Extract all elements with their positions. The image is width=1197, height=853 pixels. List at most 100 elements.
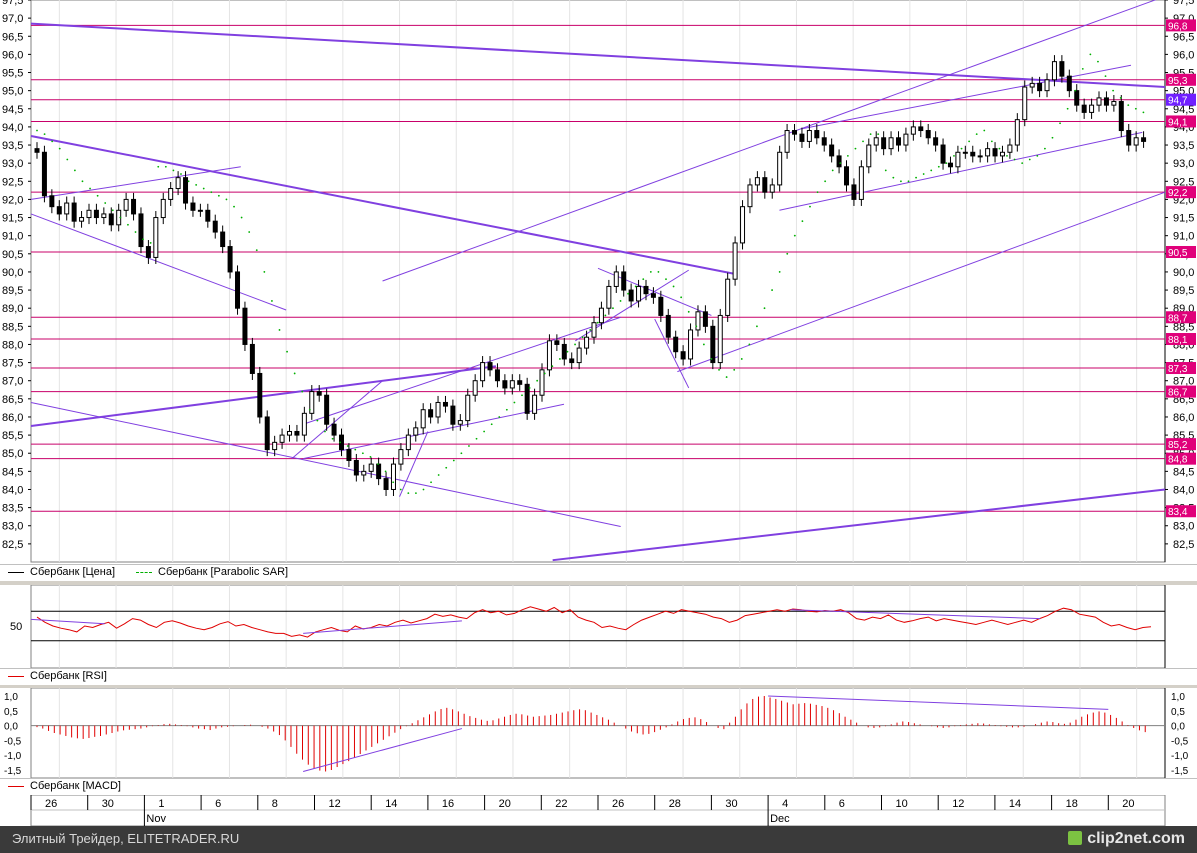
sar-dot — [1134, 107, 1137, 110]
price-level-tag — [1166, 505, 1196, 518]
price-chart: 97,5 97,597,0 97,096,5 96,596,0 96,095,5 95,5… — [2, 0, 1196, 563]
sar-dot — [104, 202, 107, 204]
candle-body — [688, 329, 694, 360]
sar-dot — [558, 358, 561, 360]
sar-dot — [164, 165, 167, 168]
price-level-tag — [1166, 73, 1196, 86]
sar-dot — [1142, 111, 1145, 114]
candle-body — [710, 325, 716, 364]
sar-dot — [846, 155, 849, 157]
sar-dot — [824, 180, 827, 183]
candle-body — [205, 209, 211, 222]
price-level-tag-label: 87,3 — [1168, 364, 1188, 375]
sar-dot — [233, 205, 235, 208]
sar-dot — [490, 423, 493, 426]
candle-body — [933, 137, 939, 146]
sar-dot — [483, 430, 486, 433]
candle-body — [487, 362, 493, 371]
price-level-tag — [1166, 245, 1196, 258]
price-left-tick-label: 87,5 — [2, 358, 23, 370]
macd-legend: Сбербанк [MACD] — [0, 778, 1197, 795]
sar-dot — [460, 452, 463, 455]
trendline — [399, 431, 429, 497]
sar-dot — [43, 133, 46, 136]
candle-body — [955, 151, 961, 168]
sar-dot — [263, 271, 266, 273]
sar-dot — [907, 180, 910, 183]
candle-body — [725, 278, 731, 316]
sar-dot — [1127, 104, 1130, 107]
footer-credit: Элитный Трейдер, ELITETRADER.RU — [12, 831, 240, 846]
sar-dot — [1021, 162, 1024, 165]
sar-dot — [551, 365, 554, 368]
trendline — [30, 22, 1166, 89]
candle-body — [1066, 75, 1072, 92]
rsi-trendline — [303, 620, 462, 634]
candle-body — [1029, 82, 1035, 88]
sar-dot — [778, 271, 781, 273]
sar-dot — [627, 292, 630, 295]
sar-dot — [452, 459, 455, 462]
time-axis: 26 30 1 6 8 12 14 16 20 22 26 28 30 4 6 10 12 14 18 20 Nov De… — [0, 794, 1197, 827]
price-level-tag — [1166, 452, 1196, 465]
clip2net-logo[interactable]: clip2net.com — [1068, 830, 1185, 848]
candle-body — [665, 314, 671, 338]
candle-body — [316, 391, 322, 396]
price-right-tick-label: 93,0 — [1173, 158, 1194, 170]
day-tick-label: 30 — [725, 798, 737, 810]
candle-body — [502, 380, 508, 389]
candle-body — [56, 206, 62, 215]
sar-dot — [975, 133, 978, 136]
candle-body — [480, 362, 486, 382]
candle-body — [138, 213, 144, 248]
candle-body — [613, 271, 619, 287]
price-level-tag-label: 84,8 — [1168, 455, 1188, 466]
sar-dot — [369, 455, 372, 458]
month-label: Dec — [770, 813, 790, 825]
price-level-tag-label: 85,2 — [1168, 440, 1188, 451]
candle-body — [1096, 97, 1102, 106]
sar-dot — [831, 169, 834, 172]
sar-dot — [657, 271, 660, 273]
candle-body — [985, 148, 991, 157]
candle-body — [769, 184, 775, 193]
price-panel: 97,5 97,5 97,0 97,0 96,5 96,5 96,0 96,0 95,5 95,5… — [0, 0, 1197, 564]
sar-dot — [718, 368, 720, 371]
sar-dot — [346, 445, 349, 447]
price-right-tick-label: 96,5 — [1173, 31, 1194, 43]
candle-body — [962, 151, 968, 154]
candle-body — [175, 177, 181, 190]
price-left-tick-label: 83,0 — [2, 521, 23, 533]
candle-body — [197, 209, 203, 212]
sar-dot — [990, 140, 993, 143]
day-tick-label: 6 — [839, 798, 845, 810]
rsi-legend-label: Сбербанк [RSI] — [30, 670, 107, 682]
trendline — [552, 488, 1166, 562]
price-right-tick-label: 88,5 — [1173, 321, 1194, 333]
candle-body — [591, 322, 597, 338]
candle-body — [851, 184, 857, 200]
sar-dot — [1119, 96, 1122, 99]
sar-dot — [1036, 155, 1039, 157]
sar-dot — [89, 187, 91, 190]
candle-body — [858, 166, 864, 200]
price-left-tick-label: 87,0 — [2, 376, 23, 388]
candle-body — [1044, 79, 1050, 92]
price-level-tag-label: 83,4 — [1168, 507, 1188, 518]
sar-dot — [581, 336, 584, 339]
candle-body — [606, 285, 612, 309]
price-level-tag-label: 96,8 — [1168, 21, 1188, 32]
candle-body — [331, 423, 337, 436]
trendline — [677, 191, 1166, 373]
candle-body — [947, 162, 953, 168]
sar-dot — [119, 216, 122, 219]
sar-dot — [1006, 155, 1008, 157]
day-tick-label: 20 — [499, 798, 511, 810]
candle-body — [1103, 97, 1109, 106]
sar-dot — [536, 379, 539, 382]
sar-dot — [96, 194, 99, 197]
macd-right-tick-label: 1,0 — [1171, 692, 1185, 703]
rsi-plot-area — [30, 584, 1166, 669]
footer-bar: Элитный Трейдер, ELITETRADER.RU clip2net… — [0, 826, 1197, 853]
